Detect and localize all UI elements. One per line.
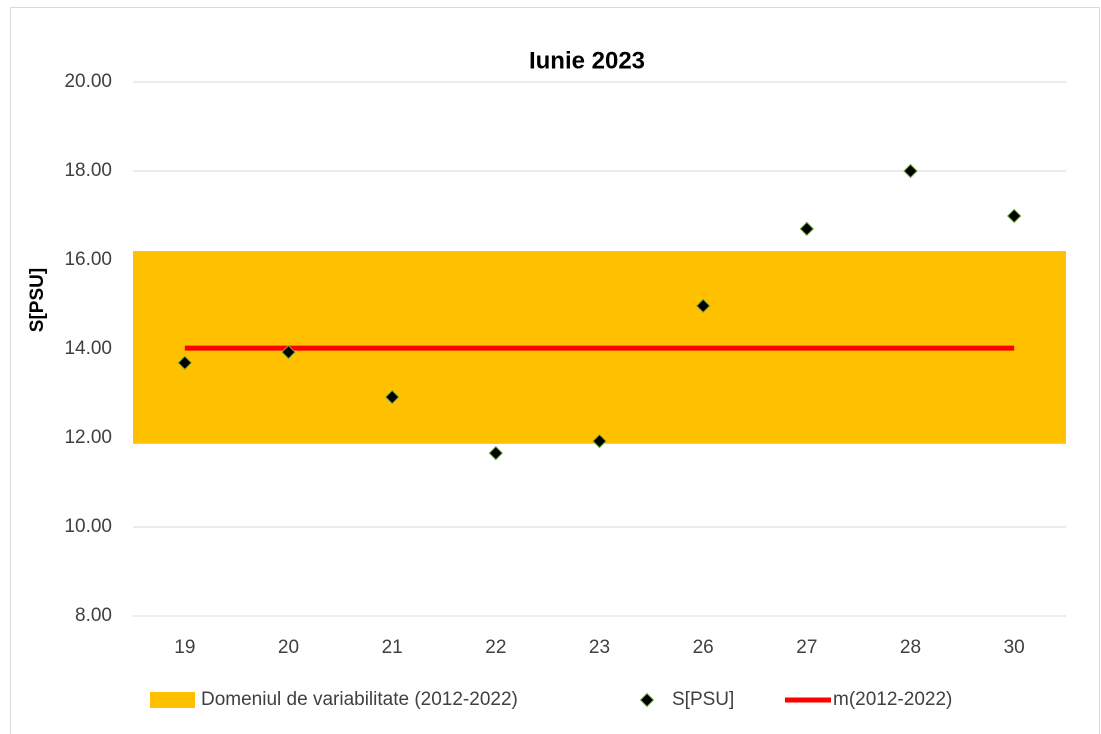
data-point (695, 298, 711, 314)
data-point (488, 445, 504, 461)
x-tick-label: 28 (900, 637, 921, 658)
legend-marker (639, 692, 655, 708)
data-point (281, 344, 296, 360)
x-tick-label: 20 (278, 637, 299, 658)
legend-label: m(2012-2022) (833, 689, 952, 710)
y-tick-label: 16.00 (64, 249, 112, 270)
y-axis-label: S[PSU] (27, 268, 48, 332)
x-tick-label: 22 (485, 637, 506, 658)
x-tick-label: 26 (693, 637, 714, 658)
x-tick-label: 27 (796, 637, 817, 658)
x-tick-label: 30 (1004, 637, 1025, 658)
legend-label: S[PSU] (672, 689, 734, 710)
data-point (177, 355, 193, 371)
x-tick-label: 19 (174, 637, 195, 658)
x-tick-label: 23 (589, 637, 610, 658)
y-tick-label: 20.00 (64, 71, 112, 92)
y-tick-label: 18.00 (64, 160, 112, 181)
y-tick-label: 10.00 (64, 516, 112, 537)
data-point (903, 163, 918, 179)
data-point (384, 389, 400, 405)
y-tick-label: 8.00 (75, 605, 112, 626)
data-point (1006, 208, 1022, 224)
data-point (592, 433, 607, 449)
legend-label: Domeniul de variabilitate (2012-2022) (201, 689, 518, 710)
chart-title: Iunie 2023 (529, 47, 645, 74)
y-tick-label: 12.00 (64, 427, 112, 448)
y-tick-label: 14.00 (64, 338, 112, 359)
legend-swatch (150, 692, 195, 708)
x-tick-label: 21 (382, 637, 403, 658)
data-point (799, 221, 815, 237)
